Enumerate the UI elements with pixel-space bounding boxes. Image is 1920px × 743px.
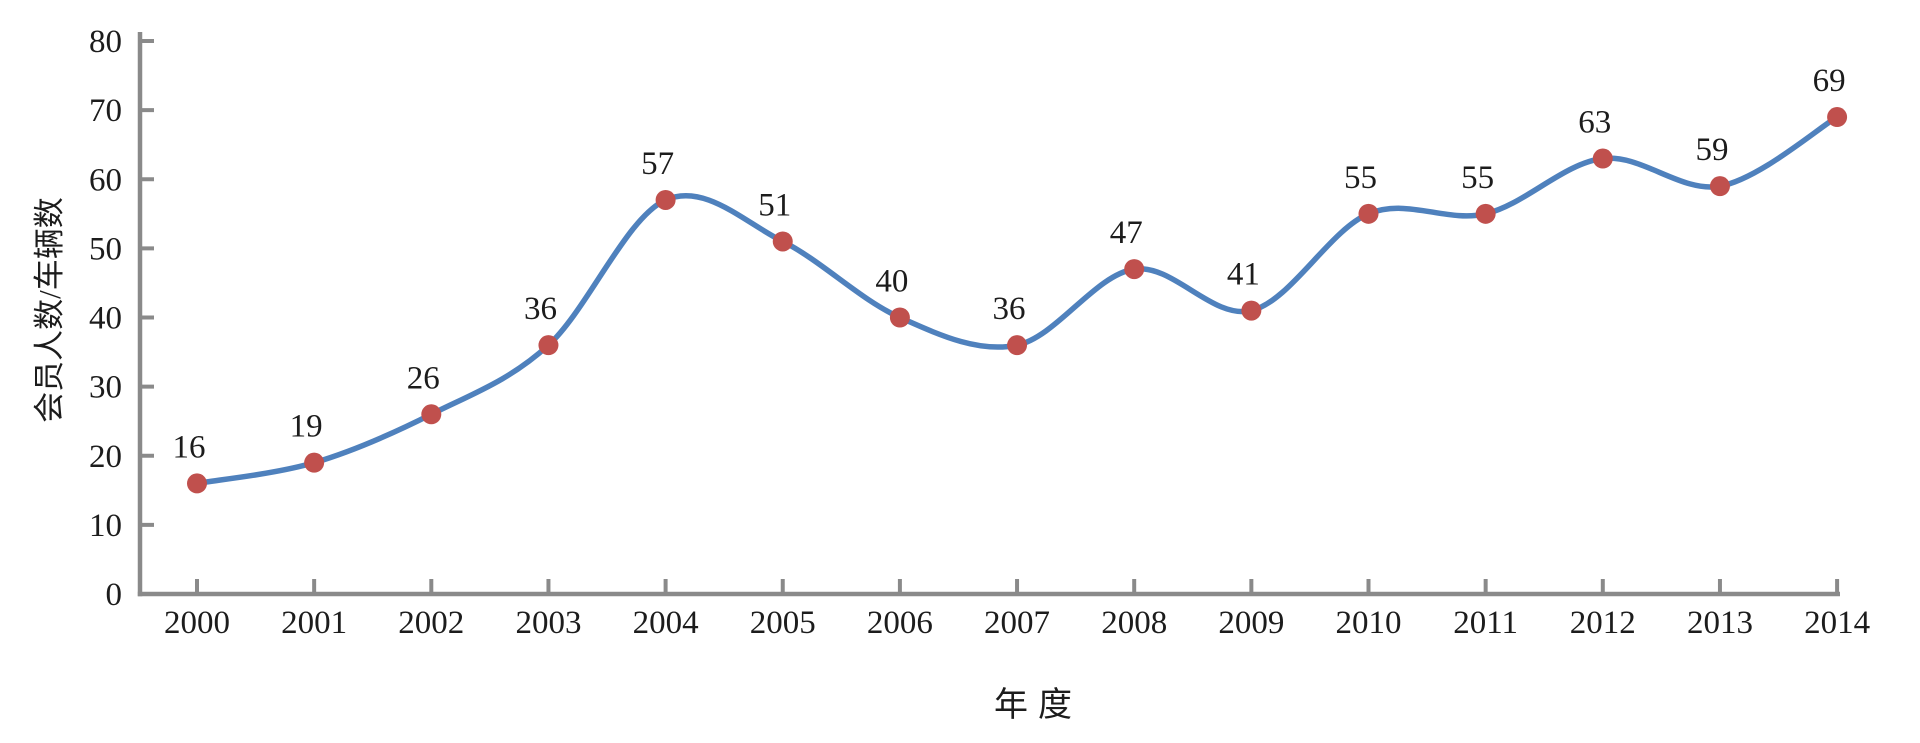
data-point-marker bbox=[1241, 300, 1262, 321]
x-axis-tick-label: 2005 bbox=[750, 605, 816, 641]
data-point-label: 47 bbox=[1110, 215, 1143, 251]
y-axis-tick-label: 40 bbox=[89, 301, 122, 337]
y-axis-tick-label: 10 bbox=[89, 508, 122, 544]
x-axis-tick-label: 2003 bbox=[515, 605, 581, 641]
data-point-marker bbox=[772, 231, 793, 252]
data-point-label: 41 bbox=[1227, 257, 1260, 293]
data-point-labels: 16 19 26 36 57 51 40 36 47 41 55 55 63 59 69 bbox=[173, 63, 1846, 465]
data-point-marker bbox=[538, 335, 559, 356]
axes bbox=[137, 32, 1840, 597]
data-point-marker bbox=[889, 307, 910, 328]
x-axis-tick-label: 2012 bbox=[1570, 605, 1636, 641]
x-axis-tick-label: 2002 bbox=[398, 605, 464, 641]
data-point-marker bbox=[1475, 203, 1496, 224]
data-point-label: 69 bbox=[1813, 63, 1846, 99]
data-point-label: 55 bbox=[1461, 160, 1494, 196]
y-axis-tick-label: 50 bbox=[89, 231, 122, 267]
data-point-label: 40 bbox=[875, 264, 908, 300]
data-point-label: 26 bbox=[407, 360, 440, 396]
data-point-label: 51 bbox=[758, 187, 791, 223]
data-point-marker bbox=[1592, 148, 1613, 169]
data-point-marker bbox=[187, 473, 207, 494]
y-axis-tick-label: 70 bbox=[89, 93, 122, 129]
y-axis-tick-label: 20 bbox=[89, 439, 122, 475]
data-point-label: 63 bbox=[1578, 105, 1611, 141]
data-point-marker bbox=[304, 452, 325, 473]
x-axis-tick-label: 2011 bbox=[1453, 605, 1518, 641]
y-axis-tick-label: 30 bbox=[89, 370, 122, 406]
x-axis-tick-label: 2013 bbox=[1687, 605, 1753, 641]
x-axis-tick-label: 2001 bbox=[281, 605, 347, 641]
data-point-label: 36 bbox=[993, 291, 1026, 327]
x-axis-tick-label: 2008 bbox=[1101, 605, 1167, 641]
y-axis-tick-label: 0 bbox=[106, 577, 123, 613]
data-point-marker bbox=[1709, 176, 1730, 197]
y-axis-ticks: 0 10 20 30 40 50 60 70 80 bbox=[89, 24, 154, 613]
y-axis-title: 会员人数/车辆数 bbox=[32, 197, 67, 423]
data-point-label: 57 bbox=[641, 146, 674, 182]
x-axis-tick-label: 2010 bbox=[1336, 605, 1402, 641]
x-axis-tick-label: 2000 bbox=[164, 605, 230, 641]
x-axis-tick-label: 2009 bbox=[1218, 605, 1284, 641]
data-point-marker bbox=[655, 189, 676, 210]
x-axis-title: 年度 bbox=[994, 686, 1082, 724]
x-axis-tick-label: 2014 bbox=[1804, 605, 1870, 641]
data-point-label: 59 bbox=[1695, 132, 1728, 168]
x-axis-tick-label: 2006 bbox=[867, 605, 933, 641]
x-axis-tick-label: 2004 bbox=[633, 605, 699, 641]
data-point-label: 55 bbox=[1344, 160, 1377, 196]
data-point-marker bbox=[1124, 259, 1145, 280]
data-point-label: 36 bbox=[524, 291, 557, 327]
data-point-marker bbox=[1007, 335, 1028, 356]
x-axis-ticks: 2000 2001 2002 2003 2004 2005 2006 2007 2008 2009… bbox=[164, 579, 1870, 641]
data-point-marker bbox=[1827, 107, 1848, 128]
y-axis-tick-label: 80 bbox=[89, 24, 122, 60]
data-point-markers bbox=[187, 107, 1848, 494]
data-point-label: 19 bbox=[290, 409, 323, 445]
x-axis-tick-label: 2007 bbox=[984, 605, 1050, 641]
data-point-label: 16 bbox=[173, 429, 206, 465]
data-point-marker bbox=[421, 404, 442, 425]
data-point-marker bbox=[1358, 203, 1379, 224]
y-axis-tick-label: 60 bbox=[89, 162, 122, 198]
